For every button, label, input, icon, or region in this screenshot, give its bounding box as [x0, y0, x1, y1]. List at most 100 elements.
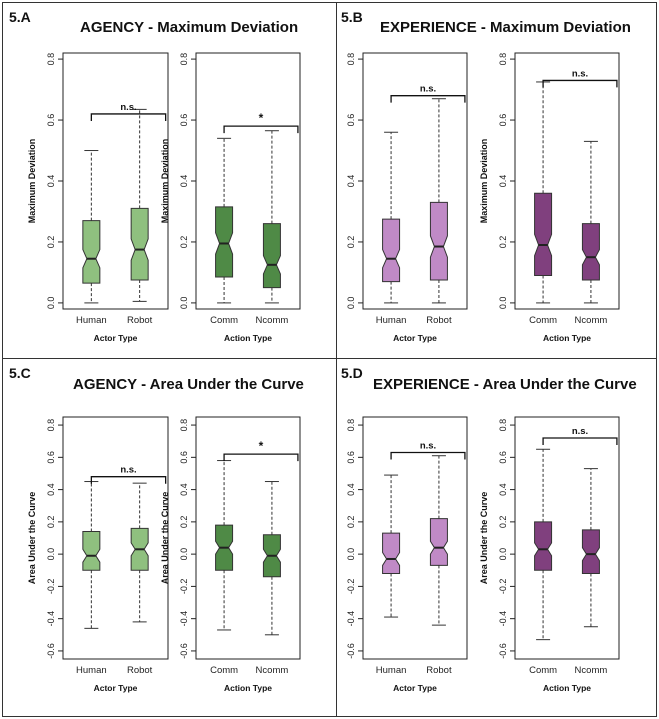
y-tick-label: 0.8 [46, 419, 56, 432]
panel-title: AGENCY - Area Under the Curve [73, 376, 304, 393]
x-tick-label: Comm [529, 665, 557, 676]
box-robot [429, 518, 448, 566]
significance-bracket [223, 453, 299, 462]
y-axis-label: Area Under the Curve [160, 492, 170, 585]
box-comm [534, 192, 553, 276]
box-comm [215, 206, 234, 278]
panel-a: 5.A AGENCY - Maximum Deviation 0.0 0.2 0.4… [2, 2, 337, 359]
panel-title: EXPERIENCE - Maximum Deviation [380, 19, 631, 36]
box-human [82, 531, 101, 571]
box-human [382, 218, 401, 283]
significance-bracket [390, 451, 466, 460]
x-tick-label: Comm [210, 315, 238, 326]
panel-d-plots: -0.6 -0.4 -0.2 0.0 0.2 0.4 0.6 0.8 Area Under th… [346, 416, 620, 693]
y-tick-label: 0.8 [179, 53, 189, 66]
y-tick-label: 0.6 [179, 114, 189, 127]
x-axis-label: Actor Type [393, 683, 437, 693]
plot-frame [195, 52, 301, 310]
x-tick-label: Robot [426, 665, 452, 676]
x-axis-label: Actor Type [94, 683, 138, 693]
y-tick-label: 0.0 [346, 297, 356, 310]
y-tick-label: 0.4 [46, 175, 56, 188]
significance-label: n.s. [420, 440, 436, 451]
x-tick-label: Robot [127, 315, 153, 326]
y-tick-label: -0.4 [46, 611, 56, 627]
y-tick-label: 0.0 [179, 548, 189, 561]
panel-title: AGENCY - Maximum Deviation [80, 19, 299, 36]
significance-bracket [223, 125, 299, 134]
plot-frame [514, 52, 620, 310]
y-tick-label: 0.8 [179, 419, 189, 432]
significance-label: n.s. [120, 102, 136, 113]
y-axis-label: Maximum Deviation [160, 139, 170, 224]
y-tick-label: 0.2 [498, 236, 508, 249]
y-tick-label: 0.6 [346, 451, 356, 464]
y-axis-label: Area Under the Curve [479, 492, 489, 585]
plot-frame [514, 416, 620, 660]
x-tick-label: Ncomm [575, 315, 608, 326]
y-tick-label: 0.0 [498, 297, 508, 310]
box-ncomm [262, 223, 281, 289]
significance-bracket [542, 79, 618, 88]
y-tick-label: -0.4 [179, 611, 189, 627]
significance-bracket [542, 437, 618, 445]
y-tick-label: -0.6 [46, 643, 56, 659]
x-axis-label: Action Type [543, 683, 591, 693]
y-tick-label: 0.4 [179, 483, 189, 496]
y-tick-label: 0.4 [498, 483, 508, 496]
box-robot [130, 207, 149, 281]
y-tick-label: 0.8 [498, 419, 508, 432]
x-axis-label: Action Type [543, 333, 591, 343]
y-tick-label: -0.6 [179, 643, 189, 659]
plot-frame [362, 416, 468, 660]
y-tick-label: 0.2 [498, 516, 508, 529]
box-ncomm [581, 529, 600, 574]
y-tick-label: -0.2 [498, 579, 508, 595]
y-tick-label: 0.8 [346, 419, 356, 432]
x-axis-label: Actor Type [94, 333, 138, 343]
x-tick-label: Robot [127, 665, 153, 676]
y-tick-label: 0.0 [179, 297, 189, 310]
panel-label: 5.C [9, 365, 31, 381]
box-ncomm [581, 223, 600, 281]
x-tick-label: Human [76, 315, 107, 326]
y-tick-label: 0.8 [498, 53, 508, 66]
y-tick-label: -0.6 [346, 643, 356, 659]
y-tick-label: 0.6 [46, 114, 56, 127]
significance-label: n.s. [572, 68, 588, 79]
y-tick-label: 0.6 [46, 451, 56, 464]
significance-label: * [259, 111, 264, 125]
panel-label: 5.A [9, 9, 31, 25]
y-axis-label: Maximum Deviation [479, 139, 489, 224]
y-tick-label: 0.2 [346, 516, 356, 529]
y-tick-label: 0.4 [179, 175, 189, 188]
panel-d: 5.D EXPERIENCE - Area Under the Curve -0… [336, 358, 657, 717]
y-tick-label: 0.0 [46, 548, 56, 561]
y-tick-label: 0.6 [498, 114, 508, 127]
significance-label: * [259, 439, 264, 453]
panel-c-plots: -0.6 -0.4 -0.2 0.0 0.2 0.4 0.6 0.8 Area Under th… [27, 416, 301, 693]
plot-frame [195, 416, 301, 660]
y-tick-label: -0.2 [46, 579, 56, 595]
y-tick-label: 0.8 [346, 53, 356, 66]
x-tick-label: Ncomm [575, 665, 608, 676]
significance-bracket [90, 113, 167, 121]
panel-b-plots: 0.0 0.2 0.4 0.6 0.8 Maximum Deviation Human Rob… [346, 52, 620, 343]
plot-frame [62, 416, 169, 660]
y-tick-label: 0.2 [179, 516, 189, 529]
significance-bracket [390, 95, 466, 103]
y-tick-label: 0.0 [346, 548, 356, 561]
x-tick-label: Human [76, 665, 107, 676]
panel-c: 5.C AGENCY - Area Under the Curve -0.6 -0… [2, 358, 337, 717]
x-tick-label: Human [376, 665, 407, 676]
y-tick-label: -0.4 [346, 611, 356, 627]
y-tick-label: -0.4 [498, 611, 508, 627]
y-tick-label: 0.2 [346, 236, 356, 249]
y-tick-label: 0.2 [46, 516, 56, 529]
y-tick-label: -0.2 [179, 579, 189, 595]
y-tick-label: 0.4 [346, 483, 356, 496]
significance-bracket [90, 476, 167, 484]
x-axis-label: Action Type [224, 683, 272, 693]
panel-label: 5.D [341, 365, 363, 381]
